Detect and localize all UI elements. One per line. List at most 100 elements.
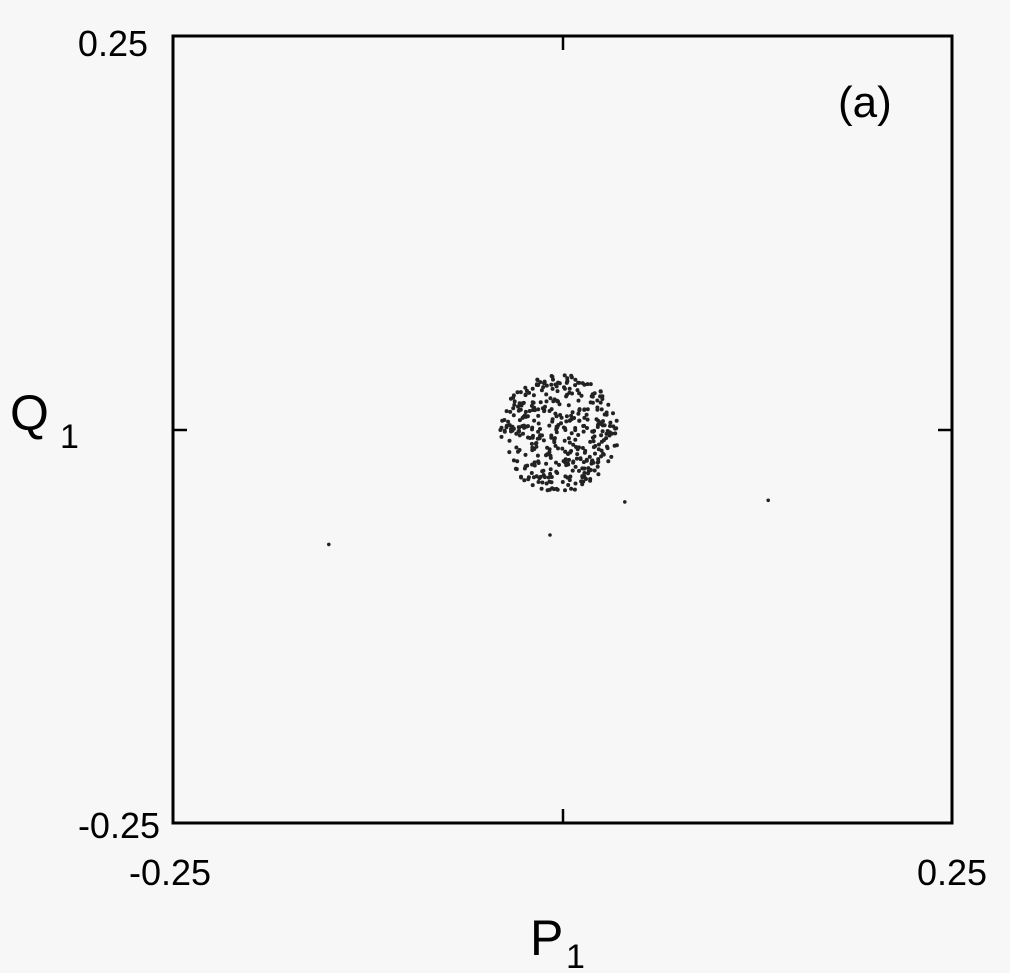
cluster-point [581,460,586,465]
cluster-point [549,407,554,412]
cluster-point [548,396,553,401]
cluster-point [580,482,585,487]
cluster-point [541,438,546,443]
cluster-point [557,381,562,386]
cluster-point [595,407,600,412]
cluster-point [525,414,530,419]
cluster-point [607,433,612,438]
outlier-point [766,498,770,503]
cluster-point [549,475,554,479]
cluster-point [539,388,544,393]
cluster-point [573,383,578,388]
cluster-point [555,389,560,394]
cluster-point [559,415,564,420]
cluster-point [568,418,573,423]
cluster-point [602,412,607,417]
cluster-point [547,423,552,428]
cluster-point [545,445,550,450]
cluster-point [546,475,551,480]
cluster-point [512,402,517,407]
cluster-point [544,383,549,388]
cluster-point [585,426,589,430]
cluster-point [550,386,555,391]
cluster-point [560,480,565,484]
cluster-point [564,394,569,399]
cluster-point [586,471,590,476]
cluster-point [554,384,559,389]
cluster-point [536,461,541,465]
cluster-point [588,400,593,405]
cluster-point [581,429,586,434]
cluster-point [592,468,597,473]
cluster-point [545,488,550,493]
outlier-point [548,533,552,537]
cluster-point [588,382,593,387]
cluster-point [577,445,581,450]
cluster-point [539,486,544,491]
cluster-point [536,421,541,426]
cluster-point [577,418,582,423]
cluster-point [515,459,520,464]
cluster-point [551,377,555,382]
cluster-point [554,486,559,491]
cluster-point [531,393,536,398]
y-axis-label: Q 1 [10,385,79,456]
cluster-point [534,441,539,445]
cluster-point [535,378,540,382]
cluster-point [544,392,549,397]
cluster-point [605,444,609,449]
cluster-point [520,401,525,406]
cluster-point [609,454,614,459]
cluster-point [535,453,540,458]
cluster-point [563,428,568,432]
cluster-point [526,435,530,440]
cluster-point [585,417,590,422]
cluster-point [569,431,574,436]
cluster-point [554,414,559,419]
cluster-point [591,429,596,434]
cluster-point [566,403,571,408]
cluster-point [517,433,522,438]
cluster-point [522,478,527,483]
cluster-point [601,452,606,457]
cluster-point [499,425,504,430]
cluster-point [564,419,569,424]
cluster-point [541,385,546,390]
cluster-point [566,483,571,487]
cluster-point [523,464,528,469]
cluster-point [599,407,604,412]
cluster-point [504,425,509,430]
cluster-point [580,446,585,450]
cluster-point [532,460,537,465]
cluster-point [572,487,577,492]
cluster-point [549,374,554,378]
cluster-point [596,472,601,477]
cluster-point [530,427,534,432]
cluster-point [576,411,581,416]
cluster-point [508,409,513,414]
cluster-point [548,453,553,458]
cluster-point [570,391,574,396]
cluster-point [599,422,604,426]
cluster-point [590,435,595,440]
cluster-point [574,445,578,449]
cluster-point [584,457,589,462]
cluster-point [564,380,569,385]
cluster-point [566,452,570,456]
cluster-point [554,424,559,429]
cluster-point [580,381,585,386]
cluster-point [534,383,539,387]
cluster-point [575,388,580,393]
x-tick-label-max: 0.25 [917,852,987,893]
cluster-point [598,389,603,394]
x-axis-label-main: P [530,910,563,966]
outlier-point [327,542,331,547]
cluster-point [518,390,523,395]
cluster-point [526,424,530,429]
cluster-point [537,476,542,481]
cluster-point [585,382,590,387]
cluster-point [523,409,528,414]
cluster-point [585,407,590,412]
cluster-point [556,399,560,404]
